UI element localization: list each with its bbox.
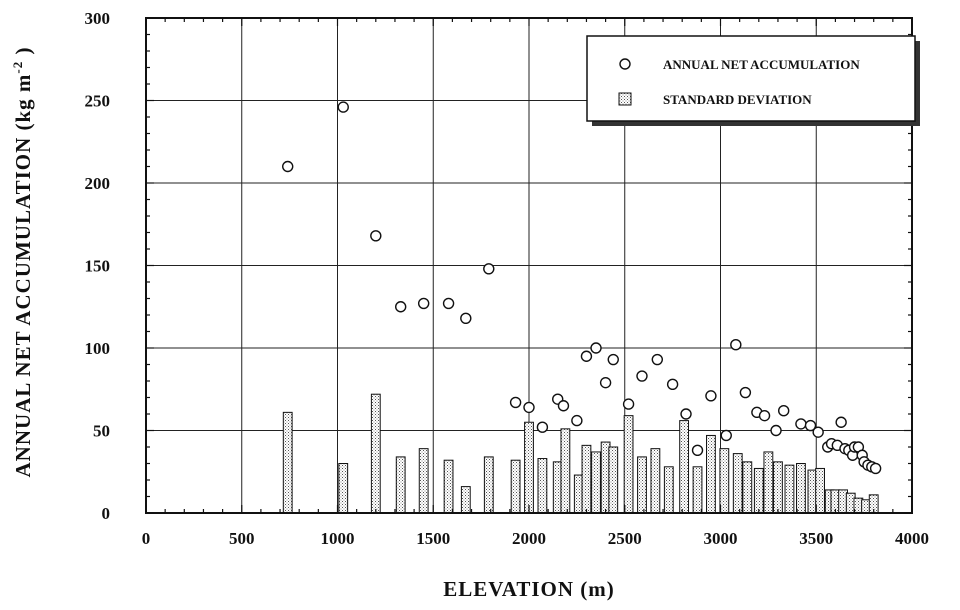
accumulation-point: [571, 414, 583, 427]
std-dev-bar: [796, 463, 806, 514]
std-dev-bar: [581, 444, 592, 514]
std-dev-bar: [637, 456, 647, 514]
y-tick-label: 300: [85, 9, 111, 28]
accumulation-point: [680, 408, 692, 420]
accumulation-point: [580, 350, 593, 362]
std-dev-bar: [742, 461, 753, 514]
std-dev-bar: [773, 461, 783, 514]
x-tick-label: 0: [142, 529, 151, 548]
std-dev-bar: [338, 463, 349, 514]
std-dev-bar: [443, 459, 454, 514]
accumulation-point: [417, 297, 430, 310]
std-dev-bar: [679, 420, 690, 514]
accumulation-point: [691, 444, 704, 456]
accumulation-point: [739, 386, 752, 399]
accumulation-point: [337, 101, 349, 113]
accumulation-point: [536, 421, 549, 433]
legend: ANNUAL NET ACCUMULATION STANDARD DEVIATI…: [586, 35, 920, 126]
accumulation-point: [758, 409, 771, 422]
x-tick-label: 1000: [321, 529, 355, 548]
accumulation-points: [282, 101, 882, 475]
accumulation-point: [509, 396, 522, 409]
accumulation-point: [622, 398, 635, 410]
std-dev-bar: [692, 466, 703, 514]
accumulation-point: [730, 339, 742, 351]
x-tick-label: 4000: [895, 529, 929, 548]
x-tick-label: 2500: [608, 529, 642, 548]
accumulation-point: [666, 378, 679, 390]
legend-box: [586, 35, 916, 122]
x-tick-label: 1500: [416, 529, 450, 548]
standard-deviation-bars: [282, 393, 879, 514]
accumulation-point: [869, 462, 882, 475]
accumulation-point: [607, 353, 619, 366]
legend-circle-marker: [619, 58, 631, 70]
y-axis-title: ANNUAL NET ACCUMULATION (kg m-2 ): [10, 46, 35, 477]
legend-bar-marker: [618, 92, 632, 106]
accumulation-point: [636, 370, 648, 382]
accumulation-point: [705, 390, 717, 402]
x-tick-label: 2000: [512, 529, 546, 548]
std-dev-bar: [591, 451, 601, 514]
y-tick-label: 100: [85, 339, 111, 358]
y-tick-label: 50: [93, 422, 110, 441]
std-dev-bar: [537, 458, 548, 514]
std-dev-bar: [784, 464, 795, 514]
accumulation-point: [442, 297, 455, 310]
y-tick-label: 0: [102, 504, 111, 523]
accumulation-point: [394, 301, 407, 313]
x-axis-title: ELEVATION (m): [443, 577, 615, 601]
accumulation-point: [370, 230, 382, 242]
std-dev-bar: [650, 448, 661, 514]
std-dev-bar: [418, 448, 429, 514]
accumulation-point: [812, 426, 824, 438]
std-dev-bar: [560, 428, 571, 514]
accumulation-point: [795, 418, 807, 430]
std-dev-bar: [282, 411, 293, 514]
std-dev-bar: [623, 415, 634, 514]
x-tick-label: 3500: [799, 529, 833, 548]
std-dev-bar: [370, 393, 381, 514]
y-tick-label: 200: [85, 174, 111, 193]
std-dev-bar: [395, 456, 406, 514]
std-dev-bar: [663, 466, 674, 514]
accumulation-point: [557, 400, 570, 412]
std-dev-bar: [483, 456, 494, 514]
legend-label-std-dev: STANDARD DEVIATION: [663, 92, 812, 107]
accumulation-point: [523, 401, 535, 414]
std-dev-bar: [719, 448, 730, 514]
accumulation-point: [282, 160, 294, 173]
accumulation-point: [651, 353, 664, 366]
accumulation-point: [770, 424, 782, 437]
y-tick-labels: 0 50 100 150 200 250 300: [85, 9, 111, 523]
std-dev-bar: [763, 451, 774, 514]
accumulation-point: [590, 342, 602, 354]
std-dev-bar: [753, 467, 764, 514]
legend-label-accumulation: ANNUAL NET ACCUMULATION: [663, 57, 860, 72]
std-dev-bar: [608, 446, 619, 514]
accumulation-point: [804, 419, 817, 432]
x-tick-label: 500: [229, 529, 255, 548]
x-tick-label: 3000: [704, 529, 738, 548]
std-dev-bar: [706, 434, 716, 514]
y-tick-label: 150: [85, 257, 111, 276]
accumulation-point: [777, 405, 790, 417]
std-dev-bar: [732, 453, 743, 514]
x-tick-labels: 0 500 1000 1500 2000 2500 3000 3500 4000: [142, 529, 929, 548]
y-axis-title-close: ): [11, 46, 35, 60]
std-dev-bar: [815, 467, 825, 514]
accumulation-point: [460, 312, 472, 324]
std-dev-bar: [524, 421, 534, 514]
std-dev-bar: [460, 486, 471, 514]
accumulation-point: [720, 429, 732, 442]
accumulation-point: [483, 263, 495, 275]
accumulation-point: [835, 416, 847, 428]
accumulation-point: [599, 376, 612, 389]
y-tick-label: 250: [85, 92, 111, 111]
y-axis-title-main: ANNUAL NET ACCUMULATION (kg m: [11, 74, 35, 478]
y-axis-title-superscript: -2: [10, 61, 25, 74]
std-dev-bar: [510, 459, 521, 514]
